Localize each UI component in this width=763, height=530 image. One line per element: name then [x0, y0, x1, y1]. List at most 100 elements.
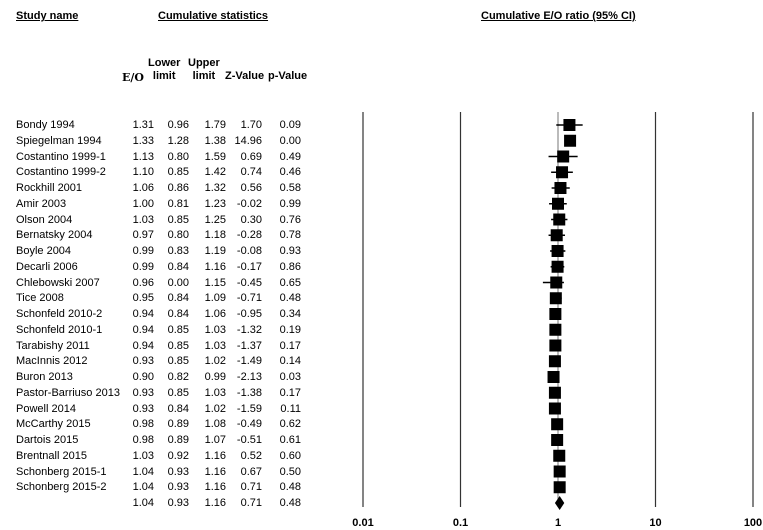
upper-limit-value: 0.99: [204, 371, 226, 383]
effect-square: [548, 402, 561, 415]
p-value: 0.86: [279, 260, 301, 273]
p-value: 0.61: [279, 434, 301, 446]
lower-limit-value: 0.84: [167, 260, 189, 273]
study-name: Olson 2004: [16, 213, 73, 226]
p-value: 0.48: [279, 481, 301, 494]
upper-limit-value: 1.18: [204, 229, 226, 242]
study-name: Costantino 1999-2: [16, 166, 106, 179]
eo-value: 1.04: [132, 497, 154, 509]
z-value: 0.71: [240, 497, 262, 509]
effect-square: [549, 339, 562, 352]
lower-limit-label: limit: [152, 70, 176, 82]
upper-limit-value: 1.38: [204, 134, 226, 147]
z-value: 0.30: [240, 213, 262, 226]
lower-limit-value: 0.81: [167, 197, 189, 210]
eo-value: 0.93: [132, 355, 154, 368]
upper-limit-value: 1.16: [204, 481, 226, 494]
z-value: -0.51: [236, 434, 262, 446]
effect-square: [556, 166, 569, 179]
p-value: 0.78: [279, 229, 301, 242]
z-value: 14.96: [234, 134, 262, 147]
study-name: Schonfeld 2010-1: [16, 323, 103, 336]
upper-limit-value: 1.79: [204, 119, 226, 131]
study-name: Chlebowski 2007: [16, 276, 100, 289]
x-tick-label: 100: [744, 517, 762, 529]
effect-square: [548, 386, 561, 399]
study-name: MacInnis 2012: [16, 355, 88, 368]
lower-limit-value: 0.93: [167, 481, 189, 494]
effect-square: [551, 418, 564, 431]
eo-value: 0.98: [132, 418, 154, 431]
effect-square: [553, 213, 566, 226]
lower-limit-value: 0.89: [167, 418, 189, 431]
lower-limit-value: 0.93: [167, 497, 189, 509]
lower-limit-value: 0.80: [167, 229, 189, 242]
eo-column-header: E/O: [122, 71, 144, 84]
eo-value: 1.00: [132, 197, 154, 210]
p-value: 0.34: [279, 308, 301, 320]
lower-limit-value: 0.85: [167, 323, 189, 336]
eo-value: 0.98: [132, 434, 154, 446]
effect-square: [551, 245, 564, 257]
study-name: Rockhill 2001: [16, 182, 83, 194]
summary-diamond: [554, 496, 565, 510]
effect-square: [550, 229, 563, 242]
lower-limit-value: 0.93: [167, 465, 189, 478]
upper-label: Upper: [188, 57, 220, 69]
effect-square: [557, 150, 570, 163]
upper-limit-value: 1.16: [204, 260, 226, 273]
cumulative-statistics-header: Cumulative statistics: [158, 10, 269, 22]
z-value: -1.59: [236, 402, 262, 415]
effect-square: [553, 465, 566, 478]
z-value: 0.52: [240, 449, 262, 462]
eo-value: 0.93: [132, 386, 154, 399]
effect-square: [554, 182, 567, 194]
z-value: 0.74: [240, 166, 262, 179]
lower-limit-value: 0.89: [167, 434, 189, 446]
z-value: 0.56: [240, 182, 262, 194]
eo-value: 1.03: [132, 449, 154, 462]
lower-limit-value: 0.83: [167, 245, 189, 257]
p-value: 0.60: [279, 449, 301, 462]
z-value: -0.28: [236, 229, 262, 242]
eo-value: 0.95: [132, 292, 154, 305]
eo-value: 1.13: [132, 150, 154, 163]
upper-limit-value: 1.09: [204, 292, 226, 305]
p-value: 0.11: [280, 402, 301, 415]
x-tick-label: 0.01: [352, 517, 373, 529]
p-value: 0.17: [279, 386, 301, 399]
upper-limit-value: 1.25: [204, 213, 226, 226]
lower-limit-value: 0.84: [167, 402, 189, 415]
lower-limit-value: 0.00: [167, 276, 189, 289]
study-name: Pastor-Barriuso 2013: [16, 386, 120, 399]
z-value: -0.71: [236, 292, 262, 305]
z-value: -1.38: [236, 386, 262, 399]
eo-value: 1.10: [132, 166, 154, 179]
z-value: 1.70: [240, 119, 262, 131]
z-value: 0.71: [240, 481, 262, 494]
p-value: 0.99: [279, 197, 301, 210]
lower-limit-value: 0.84: [167, 292, 189, 305]
p-value: 0.19: [279, 323, 301, 336]
effect-square: [548, 355, 561, 368]
study-name: Tice 2008: [16, 292, 64, 305]
upper-limit-value: 1.23: [204, 197, 226, 210]
lower-limit-value: 0.80: [167, 150, 189, 163]
lower-limit-value: 0.84: [167, 308, 189, 320]
study-name-header: Study name: [16, 10, 79, 22]
study-name: Spiegelman 1994: [16, 134, 102, 147]
lower-limit-value: 0.96: [167, 119, 189, 131]
upper-limit-value: 1.16: [204, 497, 226, 509]
x-tick-label: 10: [649, 517, 661, 529]
eo-value: 0.99: [132, 260, 154, 273]
study-name: Buron 2013: [16, 371, 73, 383]
upper-limit-value: 1.02: [204, 355, 226, 368]
upper-limit-value: 1.02: [204, 402, 226, 415]
p-value: 0.58: [279, 182, 301, 194]
p-value: 0.14: [279, 355, 301, 368]
lower-limit-value: 0.85: [167, 166, 189, 179]
p-value: 0.50: [279, 465, 301, 478]
eo-value: 0.93: [132, 402, 154, 415]
effect-square: [547, 371, 560, 383]
upper-limit-value: 1.16: [204, 465, 226, 478]
